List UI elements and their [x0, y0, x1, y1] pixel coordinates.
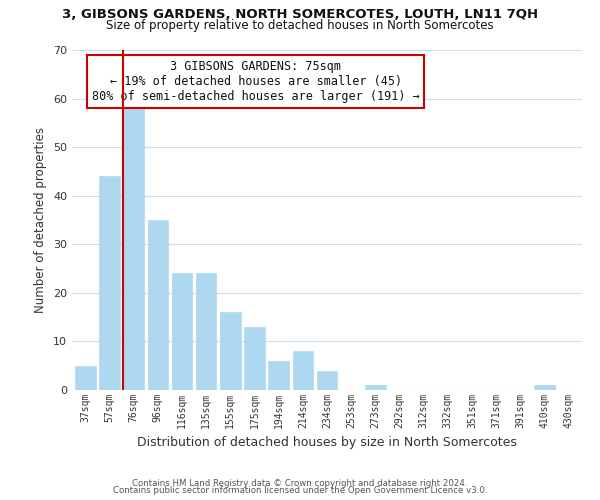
Bar [534, 385, 555, 390]
Bar [172, 274, 192, 390]
Bar [365, 385, 386, 390]
Bar [244, 327, 265, 390]
Bar [148, 220, 168, 390]
Text: Contains HM Land Registry data © Crown copyright and database right 2024.: Contains HM Land Registry data © Crown c… [132, 478, 468, 488]
Bar [268, 361, 289, 390]
X-axis label: Distribution of detached houses by size in North Somercotes: Distribution of detached houses by size … [137, 436, 517, 450]
Text: 3 GIBSONS GARDENS: 75sqm
← 19% of detached houses are smaller (45)
80% of semi-d: 3 GIBSONS GARDENS: 75sqm ← 19% of detach… [92, 60, 419, 103]
Text: 3, GIBSONS GARDENS, NORTH SOMERCOTES, LOUTH, LN11 7QH: 3, GIBSONS GARDENS, NORTH SOMERCOTES, LO… [62, 8, 538, 20]
Bar [220, 312, 241, 390]
Text: Contains public sector information licensed under the Open Government Licence v3: Contains public sector information licen… [113, 486, 487, 495]
Text: Size of property relative to detached houses in North Somercotes: Size of property relative to detached ho… [106, 19, 494, 32]
Bar [99, 176, 120, 390]
Y-axis label: Number of detached properties: Number of detached properties [34, 127, 47, 313]
Bar [317, 370, 337, 390]
Bar [75, 366, 95, 390]
Bar [124, 108, 144, 390]
Bar [196, 274, 217, 390]
Bar [293, 351, 313, 390]
